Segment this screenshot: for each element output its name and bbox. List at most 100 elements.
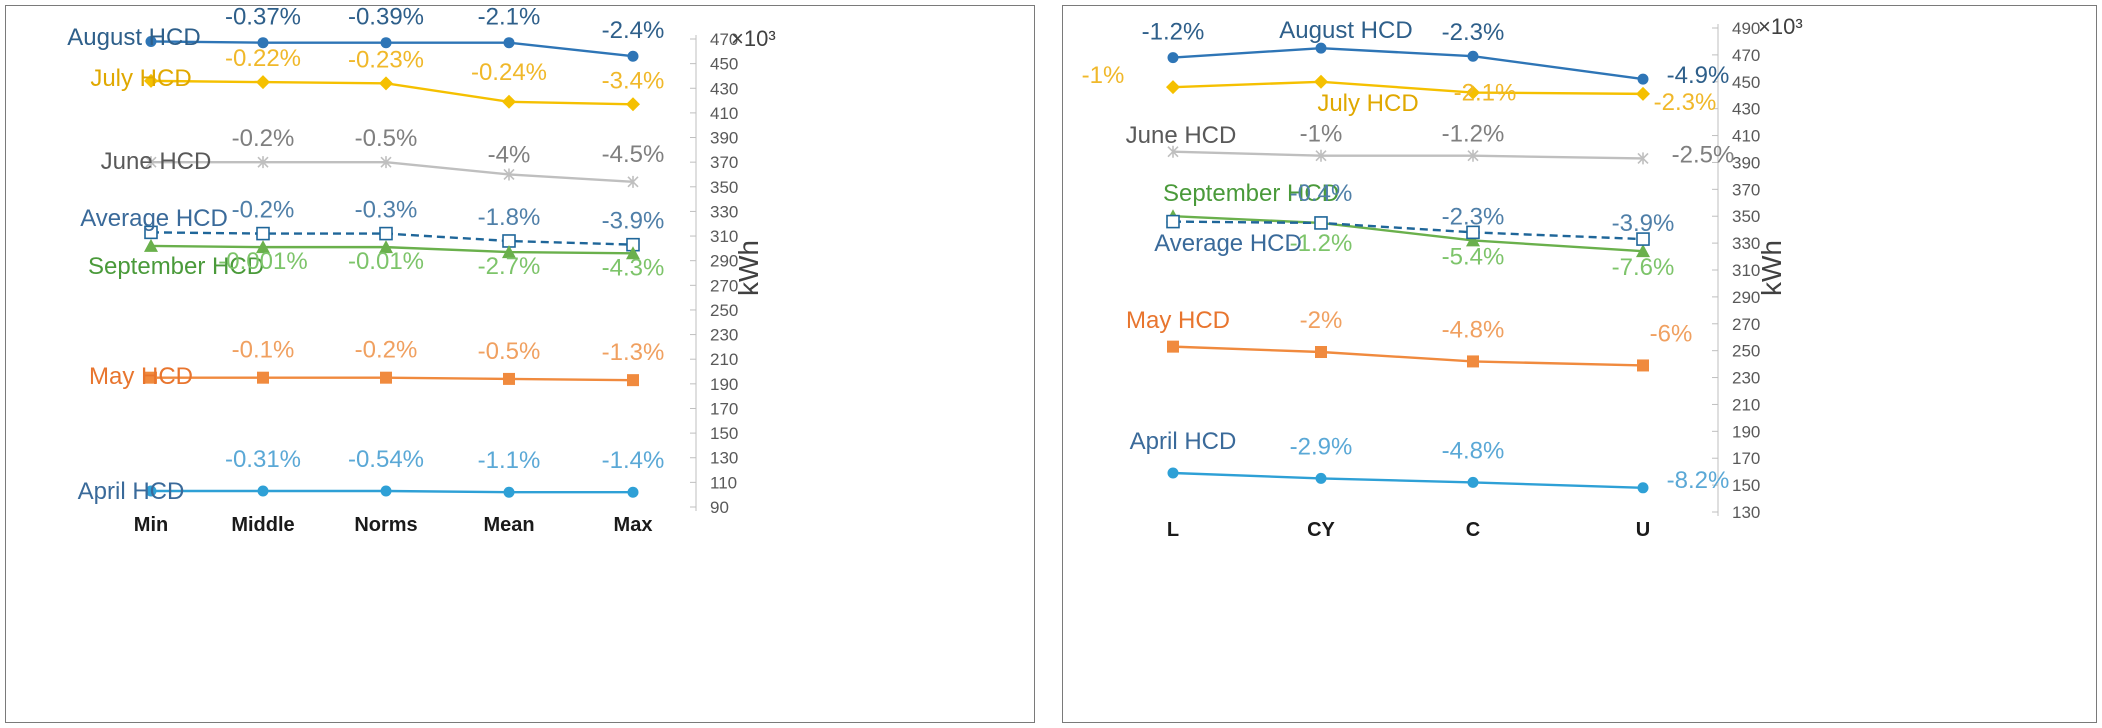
series-august-hcd: August HCD -0.37% -0.39% -2.1% -2.4% <box>67 4 664 62</box>
series-line <box>1172 471 1644 489</box>
data-label: -2.9% <box>1290 433 1353 460</box>
x-tick-label: Mean <box>483 514 534 536</box>
y-tick-label: 150 <box>1732 476 1760 495</box>
y-tick-label: 210 <box>710 350 738 369</box>
data-label: -1.4% <box>602 447 665 474</box>
y-tick-label: 370 <box>1732 180 1760 199</box>
data-label: -0.39% <box>348 4 424 31</box>
data-label: -0.1% <box>232 337 295 364</box>
y-tick-label: 350 <box>710 178 738 197</box>
x-tick-label: C <box>1466 519 1480 541</box>
data-point <box>257 371 269 384</box>
data-point <box>503 486 515 498</box>
data-label: -0.5% <box>478 338 541 365</box>
data-label: -1.8% <box>478 204 541 231</box>
series-september-hcd: September HCD-0.001% -0.01% -2.7% -4.3% <box>88 238 664 281</box>
y-tick-label: 270 <box>710 276 738 295</box>
data-point <box>145 371 157 384</box>
data-label: -4.9% <box>1667 62 1730 89</box>
data-label: -2.3% <box>1442 19 1505 46</box>
series-line <box>1172 150 1644 160</box>
data-point <box>627 486 639 498</box>
series-average-hcd: Average HCD -0.2% -0.3% -1.8% -3.9% <box>80 197 665 252</box>
data-point <box>145 35 157 47</box>
data-point <box>144 73 158 88</box>
data-point <box>1467 50 1479 62</box>
x-tick-label: Min <box>134 514 168 536</box>
y-tick-label: 230 <box>710 326 738 345</box>
y-axis-title: kWh <box>733 240 764 296</box>
data-label: -3.4% <box>602 67 665 94</box>
data-point <box>1467 476 1479 488</box>
series-label: September HCD <box>1163 180 1339 207</box>
data-label: -1.2% <box>1142 19 1205 46</box>
data-label: -0.4% <box>1290 180 1353 207</box>
data-label: -2.3% <box>1442 203 1505 230</box>
data-point <box>626 246 640 260</box>
series-september-hcd: September HCD -1.2% -5.4% -7.6% <box>1163 180 1674 281</box>
data-label: -3.9% <box>1612 210 1675 237</box>
y-tick-label: 230 <box>1732 369 1760 388</box>
y-tick-label: 390 <box>710 129 738 148</box>
series-june-hcd: June HCD -0.2% -0.5% -4% -4.5% <box>101 125 664 188</box>
data-point <box>1466 225 1480 240</box>
data-point <box>380 37 392 49</box>
data-point <box>503 37 515 49</box>
data-label: -1% <box>1082 62 1125 89</box>
y-tick-label: 390 <box>1732 153 1760 172</box>
series-line <box>1172 46 1644 81</box>
data-point <box>627 175 639 188</box>
y-tick-label: 450 <box>710 55 738 74</box>
series-august-hcd: August HCD -1.2% -2.3% -4.9% <box>1142 17 1730 89</box>
data-point <box>380 485 392 497</box>
data-point <box>256 226 270 241</box>
y-tick-label: 170 <box>710 399 738 418</box>
x-tick-label: U <box>1636 519 1650 541</box>
series-label: Average HCD <box>1154 230 1302 257</box>
data-label: -2.5% <box>1672 141 1735 168</box>
y-tick-label: 430 <box>710 79 738 98</box>
data-point <box>626 97 640 112</box>
data-label: -0.31% <box>225 446 301 473</box>
data-point <box>502 94 516 109</box>
data-point <box>257 485 269 497</box>
data-point <box>1636 232 1650 246</box>
y-tick-label: 250 <box>1732 342 1760 361</box>
right-chart-panel: 130 150 170 190 210 230 250 270 290 310 330 350 370 3… <box>1062 5 2097 723</box>
series-april-hcd: April HCD -0.31% -0.54% -1.1% -1.4% <box>78 446 665 505</box>
y-tick-label: 170 <box>1732 449 1760 468</box>
y-tick-label: 470 <box>710 30 738 49</box>
data-point <box>379 76 393 91</box>
data-point <box>1314 74 1328 89</box>
data-point <box>1637 152 1649 165</box>
series-label: April HCD <box>78 478 185 505</box>
series-label: April HCD <box>1130 428 1237 455</box>
data-label: -4% <box>488 141 531 168</box>
data-label: -0.2% <box>232 197 295 224</box>
data-point <box>1467 355 1479 368</box>
data-label: -3.9% <box>602 208 665 235</box>
data-point <box>144 225 158 240</box>
series-line <box>1172 220 1644 241</box>
data-point <box>1315 472 1327 484</box>
left-chart-panel: 90 110 130 150 170 190 210 230 250 270 290 310 330 35… <box>5 4 1035 723</box>
data-point <box>1166 214 1180 229</box>
y-tick-label: 190 <box>710 375 738 394</box>
data-label: -5.4% <box>1442 243 1505 270</box>
x-axis: L CY C U <box>1167 519 1650 541</box>
data-point <box>1466 233 1480 247</box>
data-point <box>627 50 639 62</box>
data-label: -1.2% <box>1442 121 1505 148</box>
data-point <box>256 75 270 90</box>
data-label: -0.24% <box>471 59 547 86</box>
series-line <box>150 79 634 106</box>
data-label: -0.22% <box>225 45 301 72</box>
series-line <box>1172 80 1644 96</box>
data-label: -6% <box>1650 320 1693 347</box>
data-label: -0.001% <box>218 248 307 275</box>
data-point <box>145 485 157 497</box>
y-tick-label: 210 <box>1732 395 1760 414</box>
y-tick-label: 130 <box>710 449 738 468</box>
data-label: -0.2% <box>232 125 295 152</box>
data-label: -0.3% <box>355 197 418 224</box>
